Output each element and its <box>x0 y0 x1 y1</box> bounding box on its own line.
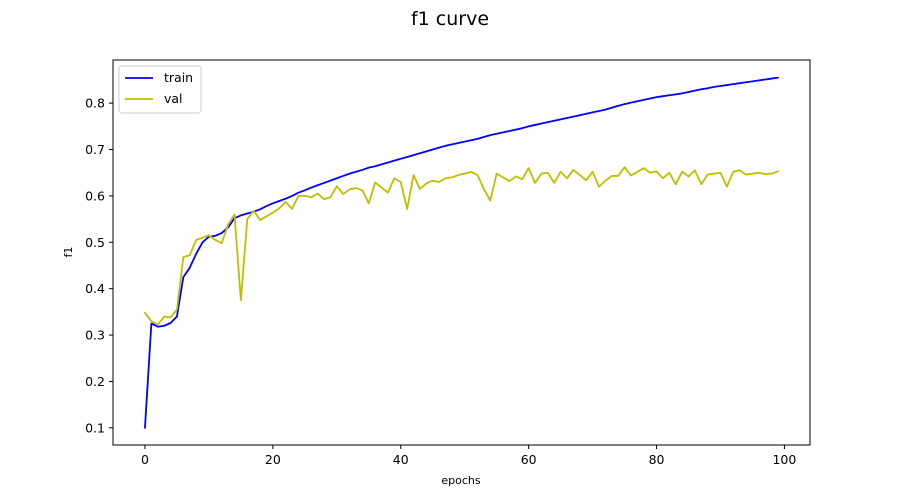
x-tick-label: 20 <box>265 452 281 467</box>
y-tick-label: 0.3 <box>85 328 105 343</box>
y-axis: 0.1 0.2 0.3 0.4 0.5 0.6 0.7 0.8 <box>85 96 113 435</box>
legend: train val <box>118 65 202 114</box>
x-axis: 0 20 40 60 80 100 <box>141 445 796 467</box>
y-tick-label: 0.2 <box>85 374 105 389</box>
plot-area <box>112 59 811 446</box>
y-axis-label: f1 <box>62 247 75 258</box>
y-tick-label: 0.7 <box>85 142 105 157</box>
legend-label-train: train <box>164 70 193 85</box>
series-line-val <box>144 166 779 326</box>
x-tick-label: 80 <box>649 452 665 467</box>
x-tick-label: 0 <box>141 452 149 467</box>
y-tick-label: 0.1 <box>85 420 105 435</box>
x-tick-label: 100 <box>772 452 796 467</box>
y-tick-label: 0.5 <box>85 235 105 250</box>
x-tick-label: 60 <box>521 452 537 467</box>
y-tick-label: 0.4 <box>85 281 105 296</box>
series-layer <box>144 76 779 429</box>
x-axis-label: epochs <box>441 474 480 487</box>
series-line-train <box>144 76 779 429</box>
legend-label-val: val <box>164 91 183 106</box>
x-tick-label: 40 <box>393 452 409 467</box>
y-tick-label: 0.6 <box>85 188 105 203</box>
chart-title: f1 curve <box>411 8 489 30</box>
y-tick-label: 0.8 <box>85 96 105 111</box>
